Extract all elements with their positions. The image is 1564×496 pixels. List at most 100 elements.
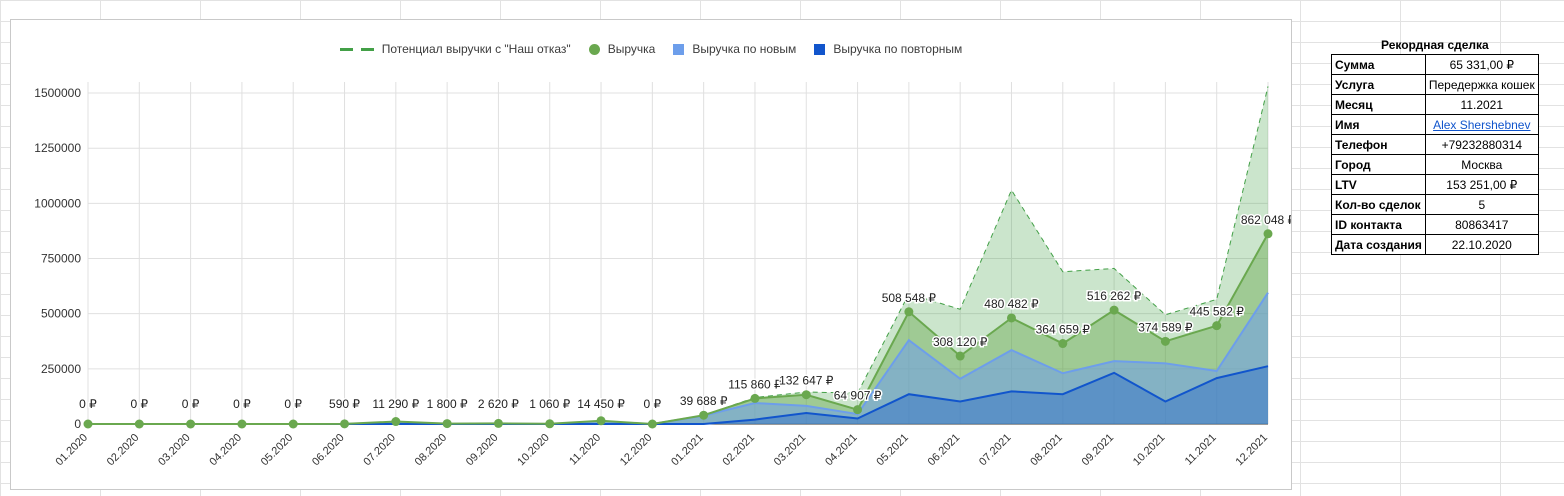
y-tick-label: 250000	[41, 362, 81, 376]
revenue-chart[interactable]: 0 250000 500000 750000 1000000 1250000 1500000…	[10, 19, 1292, 490]
legend-label: Выручка по новым	[692, 42, 797, 56]
x-tick-label: 03.2021	[772, 432, 809, 469]
revenue-point	[1263, 229, 1273, 239]
x-tick-label: 11.2021	[1183, 432, 1219, 468]
revenue-point	[288, 419, 298, 429]
revenue-data-label: 374 589 ₽	[1138, 320, 1193, 334]
y-tick-label: 1500000	[34, 86, 81, 100]
x-tick-label: 01.2020	[54, 432, 91, 469]
legend-square-swatch	[673, 43, 685, 55]
legend-label: Выручка	[607, 42, 656, 56]
x-tick-label: 12.2020	[618, 432, 655, 469]
chart-canvas: 0 250000 500000 750000 1000000 1250000 1500000…	[34, 82, 1291, 469]
revenue-data-label: 64 907 ₽	[834, 389, 882, 403]
revenue-data-label: 115 860 ₽	[728, 377, 782, 391]
revenue-point	[750, 393, 760, 403]
x-tick-label: 08.2021	[1028, 432, 1065, 469]
revenue-point	[545, 419, 555, 429]
record-row: Месяц 11.2021	[1331, 94, 1539, 115]
record-value[interactable]: 65 331,00 ₽	[1424, 54, 1539, 75]
record-key[interactable]: Дата создания	[1331, 234, 1426, 255]
revenue-data-label: 516 262 ₽	[1087, 289, 1142, 303]
legend-item-new[interactable]: Выручка по новым	[673, 42, 796, 56]
legend-item-potential[interactable]: Потенциал выручки с "Наш отказ"	[339, 42, 571, 56]
revenue-point	[186, 419, 196, 429]
record-value[interactable]: Alex Shershebnev	[1424, 114, 1539, 135]
record-value[interactable]: 153 251,00 ₽	[1424, 174, 1539, 195]
x-tick-label: 02.2020	[105, 432, 142, 469]
record-row: ID контакта 80863417	[1331, 214, 1539, 235]
record-value[interactable]: Москва	[1424, 154, 1539, 175]
legend-label: Выручка по повторным	[833, 42, 963, 56]
revenue-point	[1058, 339, 1068, 349]
record-key[interactable]: Телефон	[1331, 134, 1426, 155]
revenue-point	[493, 418, 503, 428]
revenue-point	[647, 419, 657, 429]
record-key[interactable]: Месяц	[1331, 94, 1426, 115]
x-tick-label: 07.2021	[977, 432, 1014, 469]
repeat-revenue-area	[88, 366, 1268, 424]
legend-item-revenue[interactable]: Выручка	[588, 42, 656, 56]
revenue-point	[904, 307, 914, 317]
record-key[interactable]: Кол-во сделок	[1331, 194, 1426, 215]
record-value[interactable]: 22.10.2020	[1424, 234, 1539, 255]
record-value[interactable]: 11.2021	[1424, 94, 1539, 115]
record-value[interactable]: Передержка кошек	[1424, 74, 1539, 95]
revenue-data-label: 862 048 ₽	[1241, 213, 1291, 227]
record-key[interactable]: ID контакта	[1331, 214, 1426, 235]
revenue-point	[1006, 313, 1016, 323]
revenue-point	[442, 419, 452, 429]
revenue-point	[596, 416, 606, 426]
legend-dot-swatch	[588, 43, 600, 55]
revenue-point	[1109, 305, 1119, 315]
record-key[interactable]: Имя	[1331, 114, 1426, 135]
record-key[interactable]: Город	[1331, 154, 1426, 175]
legend-item-repeat[interactable]: Выручка по повторным	[814, 42, 962, 56]
revenue-point	[134, 419, 144, 429]
x-tick-label: 06.2020	[310, 432, 347, 469]
record-row: Сумма 65 331,00 ₽	[1331, 54, 1539, 75]
record-value[interactable]: +79232880314	[1424, 134, 1539, 155]
revenue-data-label: 39 688 ₽	[680, 394, 728, 408]
revenue-data-label: 11 290 ₽	[372, 397, 419, 411]
record-key[interactable]: LTV	[1331, 174, 1426, 195]
x-tick-label: 07.2020	[361, 432, 398, 469]
revenue-point	[699, 410, 709, 420]
record-key[interactable]: Сумма	[1331, 54, 1426, 75]
legend-square-swatch	[814, 43, 826, 55]
revenue-point	[83, 419, 93, 429]
legend-label: Потенциал выручки с "Наш отказ"	[381, 42, 571, 56]
record-row: Кол-во сделок 5	[1331, 194, 1539, 215]
record-deal-title: Рекордная сделка	[1381, 38, 1489, 52]
revenue-line	[88, 233, 1269, 426]
revenue-data-label: 364 659 ₽	[1036, 323, 1091, 337]
revenue-point	[340, 419, 350, 429]
revenue-data-label: 445 582 ₽	[1190, 305, 1245, 319]
x-tick-label: 10.2020	[515, 432, 552, 469]
record-value[interactable]: 80863417	[1424, 214, 1539, 235]
revenue-data-label: 0 ₽	[182, 397, 200, 411]
revenue-data-label: 308 120 ₽	[933, 335, 988, 349]
revenue-data-label: 590 ₽	[329, 397, 360, 411]
record-value[interactable]: 5	[1424, 194, 1539, 215]
record-row: Телефон +79232880314	[1331, 134, 1539, 155]
revenue-data-label: 0 ₽	[284, 397, 302, 411]
revenue-data-label: 14 450 ₽	[577, 397, 625, 411]
y-tick-label: 500000	[41, 307, 81, 321]
x-tick-label: 05.2021	[874, 432, 911, 469]
revenue-point	[1160, 336, 1170, 346]
revenue-data-label: 1 060 ₽	[529, 397, 570, 411]
record-row: Имя Alex Shershebnev	[1331, 114, 1539, 135]
new-revenue-area	[88, 292, 1268, 424]
record-row: LTV 153 251,00 ₽	[1331, 174, 1539, 195]
record-key[interactable]: Услуга	[1331, 74, 1426, 95]
gridlines	[87, 82, 1269, 425]
x-tick-label: 02.2021	[720, 432, 757, 469]
x-tick-label: 10.2021	[1131, 432, 1168, 469]
record-row: Город Москва	[1331, 154, 1539, 175]
y-tick-label: 750000	[41, 252, 81, 266]
contact-name-link[interactable]: Alex Shershebnev	[1433, 117, 1531, 132]
revenue-point	[1212, 321, 1222, 331]
chart-legend: Потенциал выручки с "Наш отказ" Выручка …	[11, 42, 1291, 56]
potential-revenue-area	[88, 86, 1268, 424]
